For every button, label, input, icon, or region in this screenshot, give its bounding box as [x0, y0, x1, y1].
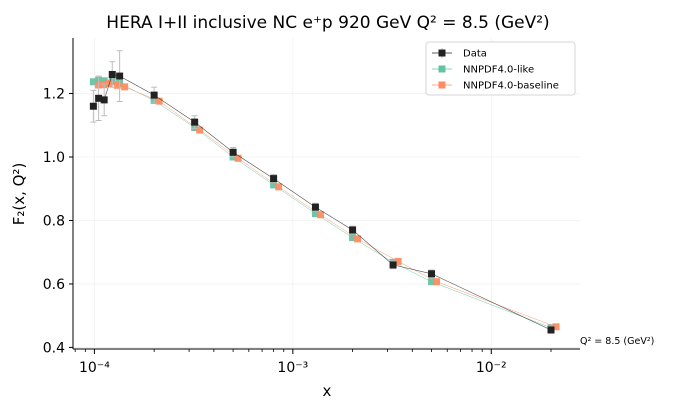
data-point	[89, 102, 97, 110]
y-tick-label: 0.6	[43, 277, 65, 293]
data-point	[95, 94, 103, 102]
legend-marker	[438, 65, 446, 73]
data-point	[428, 270, 436, 278]
data-point	[155, 97, 163, 105]
data-point	[349, 234, 357, 242]
legend-item: NNPDF4.0-like	[432, 65, 534, 76]
axes	[72, 38, 580, 350]
data-point	[113, 81, 121, 89]
data-point	[547, 326, 555, 334]
data-point	[311, 209, 319, 217]
data-point	[150, 91, 158, 99]
data-point	[196, 126, 204, 134]
y-tick-label: 0.4	[43, 340, 65, 356]
data-point	[394, 257, 402, 265]
y-axis-label: F₂(x, Q²)	[10, 163, 28, 226]
legend-label: NNPDF4.0-like	[463, 65, 534, 76]
data-point	[433, 278, 441, 286]
ticks: 0.4 0.6 0.8 1.0 1.2 10⁻⁴ 10⁻³ 10⁻²	[43, 87, 552, 376]
legend-item: Data	[432, 48, 487, 60]
legend-label: Data	[463, 49, 487, 60]
data-point	[311, 203, 319, 211]
y-tick-label: 1.2	[43, 87, 65, 103]
data-point	[229, 148, 237, 156]
x-axis-label: x	[323, 382, 332, 400]
data-point	[234, 154, 242, 162]
x-tick-label: 10⁻⁴	[79, 360, 110, 376]
data-point	[316, 211, 324, 219]
chart-title: HERA I+II inclusive NC e⁺p 920 GeV Q² = …	[106, 13, 549, 33]
y-tick-label: 0.8	[43, 213, 65, 229]
data-point	[100, 81, 108, 89]
series-data	[89, 50, 555, 334]
data-point	[89, 78, 97, 86]
data-point	[428, 278, 436, 286]
x-tick-label: 10⁻²	[476, 360, 507, 376]
series-nnpdf4-0-baseline	[94, 79, 560, 331]
data-point	[354, 235, 362, 243]
data-point	[100, 96, 108, 104]
data-point	[121, 83, 129, 91]
data-point	[108, 70, 116, 78]
series-line	[93, 79, 552, 328]
data-point	[270, 175, 278, 183]
legend-marker	[438, 81, 446, 89]
data-point	[270, 181, 278, 189]
data-point	[552, 323, 560, 331]
data-point	[100, 77, 108, 85]
y-tick-label: 1.0	[43, 150, 65, 166]
x-tick-label: 10⁻³	[277, 360, 308, 376]
series-line	[98, 83, 557, 328]
series-nnpdf4-0-like	[89, 76, 555, 332]
legend: Data NNPDF4.0-like NNPDF4.0-baseline	[425, 41, 576, 96]
data-point	[116, 72, 124, 80]
series-layer	[89, 50, 560, 334]
data-point	[389, 261, 397, 269]
q2-annotation: Q² = 8.5 (GeV²)	[580, 336, 654, 347]
legend-frame	[425, 41, 576, 96]
data-point	[275, 183, 283, 191]
data-point	[349, 226, 357, 234]
series-line	[93, 74, 552, 331]
legend-marker	[438, 49, 446, 57]
data-point	[191, 118, 199, 126]
legend-label: NNPDF4.0-baseline	[463, 81, 559, 92]
legend-item: NNPDF4.0-baseline	[432, 81, 559, 92]
